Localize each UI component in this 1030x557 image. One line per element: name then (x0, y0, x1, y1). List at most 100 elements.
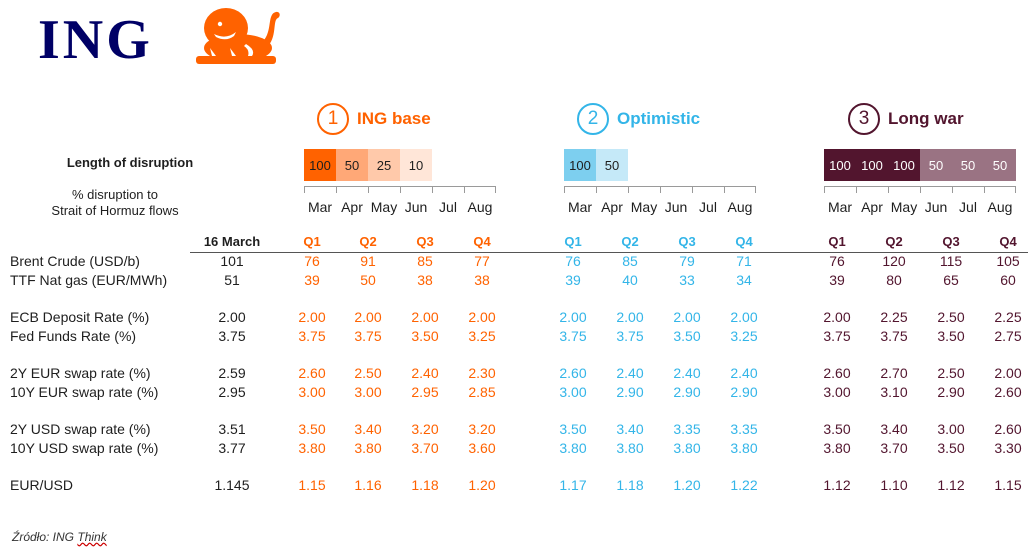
scenario-1-value: 1.16 (354, 477, 382, 493)
scenario-1-value: 77 (474, 253, 490, 269)
scenario-3-value: 60 (1000, 272, 1016, 288)
scenario-2-value: 71 (736, 253, 752, 269)
base-value: 101 (220, 253, 244, 269)
scenario-2-value: 3.80 (730, 440, 758, 456)
quarter-header: Q2 (359, 234, 377, 249)
table-row: TTF Nat gas (EUR/MWh) 51 39 50 38 38 39 40 33 34 3… (0, 272, 1030, 291)
scenario-3-value: 3.30 (994, 440, 1022, 456)
month-label: Mar (307, 199, 333, 215)
month-label: Apr (861, 199, 883, 215)
scenario-2-value: 33 (679, 272, 695, 288)
quarter-header: Q3 (416, 234, 434, 249)
scenario-2-value: 3.75 (616, 328, 644, 344)
scenario-1-value: 3.50 (298, 421, 326, 437)
month-label: Apr (601, 199, 623, 215)
scenario-3-value: 3.10 (880, 384, 908, 400)
scenario-3-value: 2.90 (937, 384, 965, 400)
scenario-2-header: 2 Optimistic (577, 102, 700, 136)
scenario-3-value: 2.60 (994, 421, 1022, 437)
row-label: Fed Funds Rate (%) (10, 328, 137, 344)
row-label: ECB Deposit Rate (%) (10, 309, 150, 325)
scenario-3-value: 3.50 (823, 421, 851, 437)
row-gap (0, 347, 1030, 365)
base-value: 1.145 (214, 477, 250, 493)
scenario-2-value: 2.60 (559, 365, 587, 381)
disruption-cell: 100 (304, 149, 336, 181)
scenario-3-value: 76 (829, 253, 845, 269)
quarter-header: Q1 (828, 234, 846, 249)
row-label: TTF Nat gas (EUR/MWh) (10, 272, 168, 288)
row-label: 10Y EUR swap rate (%) (10, 384, 159, 400)
table-row: Fed Funds Rate (%) 3.75 3.75 3.75 3.50 3.25 3.… (0, 328, 1030, 347)
scenario-2-number: 2 (577, 103, 609, 135)
table-row: EUR/USD 1.145 1.15 1.16 1.18 1.20 1.17 1.18 1.20… (0, 477, 1030, 496)
scenario-2-disruption: 100 50 (564, 149, 628, 181)
disruption-cell: 100 (888, 149, 920, 181)
scenario-2-value: 39 (565, 272, 581, 288)
scenario-1-disruption: 100 50 25 10 (304, 149, 432, 181)
table-row: ECB Deposit Rate (%) 2.00 2.00 2.00 2.00 2.00… (0, 309, 1030, 328)
scenario-3-value: 65 (943, 272, 959, 288)
quarter-header: Q4 (473, 234, 491, 249)
scenario-1-value: 3.20 (468, 421, 496, 437)
scenario-1-value: 3.75 (354, 328, 382, 344)
scenario-1-value: 3.75 (298, 328, 326, 344)
source-think: Think (77, 530, 107, 544)
scenario-3-value: 1.12 (937, 477, 965, 493)
scenario-3-value: 2.25 (994, 309, 1022, 325)
scenario-3-value: 2.60 (823, 365, 851, 381)
quarter-header: Q2 (885, 234, 903, 249)
base-value: 2.95 (218, 384, 246, 400)
scenario-1-title: ING base (357, 109, 431, 128)
disruption-cell: 100 (856, 149, 888, 181)
scenario-1-value: 38 (474, 272, 490, 288)
quarter-header: Q1 (564, 234, 582, 249)
scenario-2-value: 3.35 (673, 421, 701, 437)
scenario-2-value: 1.20 (673, 477, 701, 493)
scenario-2-value: 2.90 (616, 384, 644, 400)
month-label: Mar (567, 199, 593, 215)
scenario-3-disruption: 100 100 100 50 50 50 (824, 149, 1016, 181)
month-label: Jul (959, 199, 977, 215)
disruption-cell: 50 (336, 149, 368, 181)
scenario-3-number: 3 (848, 103, 880, 135)
scenario-3-value: 105 (996, 253, 1020, 269)
header-divider (190, 252, 1028, 253)
scenario-3-value: 2.60 (994, 384, 1022, 400)
row-label: 2Y USD swap rate (%) (10, 421, 151, 437)
length-of-disruption-label: Length of disruption (66, 155, 194, 170)
scenario-2-value: 2.00 (559, 309, 587, 325)
scenario-3-value: 1.12 (823, 477, 851, 493)
scenario-1-value: 38 (417, 272, 433, 288)
row-label: 10Y USD swap rate (%) (10, 440, 159, 456)
scenario-3-value: 2.50 (937, 309, 965, 325)
scenario-1-value: 2.85 (468, 384, 496, 400)
row-label: EUR/USD (10, 477, 74, 493)
scenario-1-value: 2.00 (354, 309, 382, 325)
quarter-header: Q4 (999, 234, 1017, 249)
disruption-cell: 50 (952, 149, 984, 181)
scenario-1-value: 3.70 (411, 440, 439, 456)
table-row: 2Y USD swap rate (%) 3.51 3.50 3.40 3.20 3.20… (0, 421, 1030, 440)
base-value: 3.75 (218, 328, 246, 344)
quarter-header: Q4 (735, 234, 753, 249)
scenario-2-value: 2.40 (730, 365, 758, 381)
scenario-2-value: 3.00 (559, 384, 587, 400)
scenario-2-value: 2.40 (673, 365, 701, 381)
scenario-2-value: 2.90 (673, 384, 701, 400)
base-value: 2.00 (218, 309, 246, 325)
month-label: Apr (341, 199, 363, 215)
scenario-3-value: 3.50 (937, 440, 965, 456)
scenario-1-value: 2.30 (468, 365, 496, 381)
scenario-2-value: 2.90 (730, 384, 758, 400)
scenario-3-month-axis: Mar Apr May Jun Jul Aug (824, 186, 1016, 215)
scenario-3-value: 3.40 (880, 421, 908, 437)
table-row: 2Y EUR swap rate (%) 2.59 2.60 2.50 2.40 2.30… (0, 365, 1030, 384)
month-label: Jun (924, 199, 948, 215)
scenario-2-value: 2.00 (673, 309, 701, 325)
scenario-1-value: 3.00 (298, 384, 326, 400)
disruption-cell: 50 (596, 149, 628, 181)
scenario-2-value: 3.80 (673, 440, 701, 456)
row-gap (0, 459, 1030, 477)
disruption-cell: 50 (920, 149, 952, 181)
